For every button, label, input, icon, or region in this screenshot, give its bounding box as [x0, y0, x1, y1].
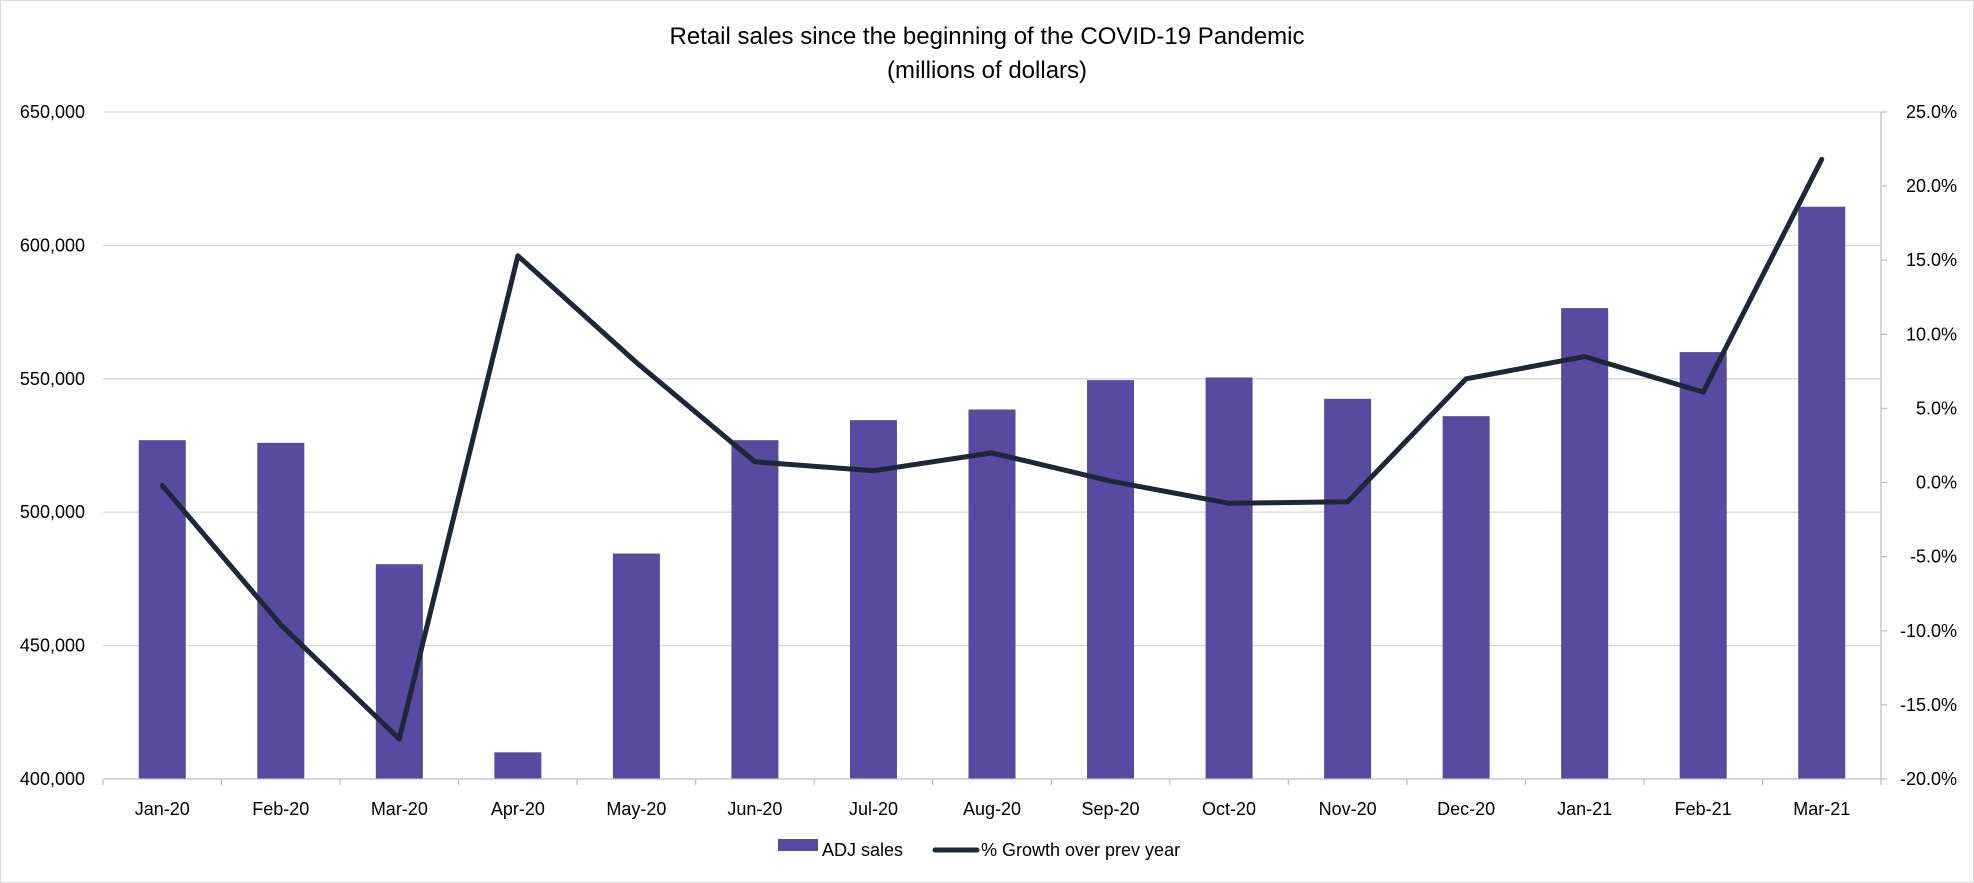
y-right-tick-label: -10.0% — [1900, 621, 1957, 641]
y-right-tick-label: 25.0% — [1906, 102, 1957, 122]
y-right-tick-label: -15.0% — [1900, 695, 1957, 715]
x-tick-label: Aug-20 — [963, 799, 1021, 819]
y-right-tick-label: 20.0% — [1906, 176, 1957, 196]
x-tick-label: Feb-20 — [252, 799, 309, 819]
chart-subtitle: (millions of dollars) — [887, 57, 1087, 84]
y-left-tick-label: 600,000 — [20, 235, 85, 255]
bar — [494, 752, 542, 779]
x-tick-label: Mar-21 — [1793, 799, 1850, 819]
bar — [1561, 308, 1609, 779]
x-tick-label: Sep-20 — [1082, 799, 1140, 819]
x-tick-label: Apr-20 — [491, 799, 545, 819]
y-right-tick-label: 10.0% — [1906, 324, 1957, 344]
y-right-tick-label: 0.0% — [1916, 473, 1957, 493]
bar-series — [138, 206, 1846, 780]
chart-title: Retail sales since the beginning of the … — [669, 23, 1304, 50]
x-tick-label: Dec-20 — [1437, 799, 1495, 819]
y-right-tick-label: -5.0% — [1910, 547, 1957, 567]
legend-swatch-bar — [778, 839, 818, 851]
y-left-tick-label: 450,000 — [20, 636, 85, 656]
x-tick-label: Oct-20 — [1202, 799, 1256, 819]
legend-label-bar: ADJ sales — [822, 840, 903, 860]
y-right-tick-label: -20.0% — [1900, 769, 1957, 789]
y-right-tick-label: 15.0% — [1906, 250, 1957, 270]
x-tick-label: Jul-20 — [849, 799, 898, 819]
x-tick-label: Jan-21 — [1557, 799, 1612, 819]
x-tick-label: Jan-20 — [135, 799, 190, 819]
x-tick-label: Nov-20 — [1319, 799, 1377, 819]
legend: ADJ sales % Growth over prev year — [778, 839, 1180, 860]
bar — [1324, 398, 1372, 779]
bar — [612, 553, 660, 779]
y-right-tick-label: 5.0% — [1916, 398, 1957, 418]
y-left-tick-label: 400,000 — [20, 769, 85, 789]
legend-label-line: % Growth over prev year — [981, 840, 1180, 860]
x-tick-label: Mar-20 — [371, 799, 428, 819]
y-left-tick-label: 500,000 — [20, 502, 85, 522]
bar — [849, 420, 897, 779]
bar — [138, 440, 186, 779]
bar — [1205, 377, 1253, 779]
bar — [968, 409, 1016, 779]
y-left-tick-label: 550,000 — [20, 369, 85, 389]
x-tick-label: May-20 — [606, 799, 666, 819]
bar — [1798, 206, 1846, 780]
bar — [1442, 416, 1490, 779]
bar — [257, 442, 305, 779]
growth-line — [159, 156, 1825, 742]
bar — [1087, 380, 1135, 779]
bar — [731, 440, 779, 779]
axes: Jan-20 Feb-20 Mar-20 Apr-20 May-20 Jun-20 Jul-… — [20, 102, 1957, 819]
line-series — [159, 156, 1825, 742]
y-left-tick-label: 650,000 — [20, 102, 85, 122]
x-tick-label: Jun-20 — [727, 799, 782, 819]
x-tick-label: Feb-21 — [1675, 799, 1732, 819]
bar — [1679, 352, 1727, 779]
